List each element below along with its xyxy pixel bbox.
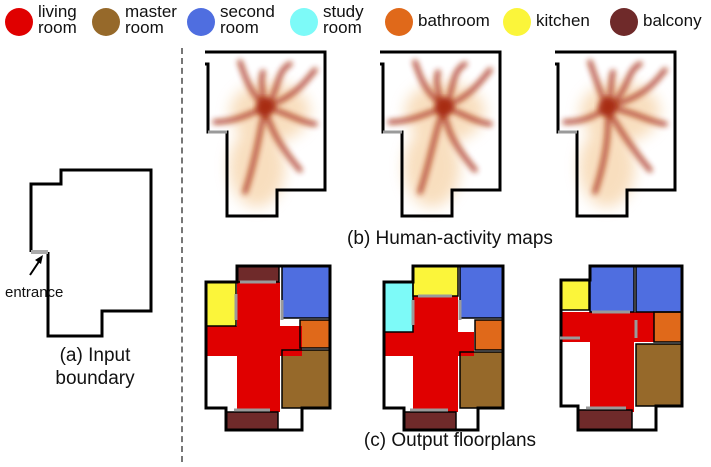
living-room-swatch <box>5 8 33 36</box>
room-block <box>226 412 278 430</box>
floorplan-boundary <box>559 264 684 432</box>
activity-maps <box>205 50 677 218</box>
map-boundary <box>205 50 327 218</box>
input-caption-line1: (a) Input <box>59 345 131 366</box>
room-block <box>282 266 330 318</box>
input-caption-line2: boundary <box>55 368 135 389</box>
activity-hotspot <box>435 98 453 116</box>
activity-halo-area <box>229 127 285 207</box>
floorplan-caption: (c) Output floorplans <box>363 430 537 451</box>
activity-halo-area <box>404 127 460 207</box>
room-block <box>206 326 302 356</box>
entrance-arrowhead <box>35 255 43 264</box>
kitchen-swatch <box>503 8 531 36</box>
floorplan-boundary <box>382 264 505 432</box>
floorplan-1 <box>204 264 332 432</box>
room-block <box>384 332 474 356</box>
room-block <box>561 280 589 310</box>
room-block <box>404 412 456 430</box>
room-block <box>636 344 682 406</box>
room-block <box>237 266 279 282</box>
output-floorplans <box>204 264 684 432</box>
floorplan-2 <box>382 264 505 432</box>
legend-label: study room <box>323 2 364 37</box>
section-divider <box>181 48 183 462</box>
legend-label: balcony <box>643 11 702 30</box>
activity-map-3 <box>555 50 677 218</box>
room-block <box>590 266 634 312</box>
room-block <box>384 282 413 332</box>
activity-map-2 <box>380 50 502 218</box>
legend-item-kitchen: kitchen <box>503 4 603 40</box>
map-boundary <box>380 50 502 218</box>
floorplan-3 <box>559 264 684 432</box>
legend-item-balcony: balcony <box>610 4 710 40</box>
study-room-swatch <box>290 8 318 36</box>
master-room-swatch <box>92 8 120 36</box>
room-block <box>206 282 236 326</box>
balcony-swatch <box>610 8 638 36</box>
activity-hotspot <box>256 98 274 116</box>
activity-trail <box>604 67 668 110</box>
second-room-swatch <box>187 8 215 36</box>
legend-label: living room <box>38 2 77 37</box>
floorplan-boundary <box>204 264 332 432</box>
room-block <box>590 342 634 412</box>
legend: living room master room second room stud… <box>0 0 711 44</box>
legend-item-second-room: second room <box>187 2 282 40</box>
legend-label: master room <box>125 2 177 37</box>
room-block <box>475 320 503 350</box>
legend-item-bathroom: bathroom <box>385 4 495 40</box>
room-block <box>636 266 682 312</box>
bathroom-swatch <box>385 8 413 36</box>
activity-map-1 <box>205 50 327 218</box>
room-block <box>282 350 330 408</box>
room-block <box>578 410 632 430</box>
room-block <box>654 312 682 342</box>
activity-caption: (b) Human-activity maps <box>347 228 553 249</box>
activity-halo-area <box>579 127 635 207</box>
entrance-label: entrance <box>5 284 64 301</box>
input-boundary-diagram <box>29 168 153 338</box>
room-block <box>300 320 330 348</box>
legend-item-master-room: master room <box>92 2 187 40</box>
legend-label: bathroom <box>418 11 490 30</box>
legend-item-living-room: living room <box>5 2 85 40</box>
room-block <box>413 266 458 296</box>
input-boundary-outline <box>29 168 153 338</box>
room-block <box>460 352 503 408</box>
legend-label: second room <box>220 2 275 37</box>
legend-label: kitchen <box>536 11 590 30</box>
room-block <box>460 266 503 318</box>
map-boundary <box>555 50 677 218</box>
activity-hotspot <box>598 98 616 116</box>
entrance-arrow <box>29 259 41 276</box>
legend-item-study-room: study room <box>290 2 380 40</box>
